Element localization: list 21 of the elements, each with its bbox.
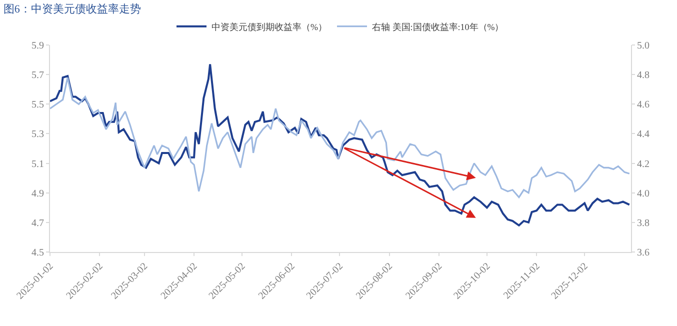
y2-tick-label: 4.6 xyxy=(637,100,650,111)
y2-tick-label: 5.0 xyxy=(637,40,650,52)
legend-label: 中资美元债到期收益率（%） xyxy=(212,22,327,32)
y-tick-label: 5.5 xyxy=(32,100,44,111)
y-tick-label: 5.3 xyxy=(32,129,44,140)
line-series xyxy=(50,76,630,198)
y-tick-label: 4.5 xyxy=(32,248,44,258)
y2-tick-label: 4.2 xyxy=(637,158,650,170)
y-tick-label: 5.1 xyxy=(32,158,44,170)
y2-tick-label: 3.6 xyxy=(637,248,650,258)
y-tick-label: 5.7 xyxy=(32,70,44,82)
y2-tick-label: 4.0 xyxy=(637,188,650,200)
line-series xyxy=(50,63,630,226)
chart-title: 图6：中资美元债收益率走势 xyxy=(3,2,141,16)
y2-tick-label: 3.8 xyxy=(637,218,650,229)
y-tick-label: 4.7 xyxy=(32,218,44,229)
y-tick-label: 5.9 xyxy=(32,40,44,52)
y2-tick-label: 4.4 xyxy=(637,129,650,140)
y-tick-label: 4.9 xyxy=(32,188,44,200)
legend-label: 右轴 美国:国债收益率:10年（%） xyxy=(372,22,504,32)
y2-tick-label: 4.8 xyxy=(637,70,650,82)
